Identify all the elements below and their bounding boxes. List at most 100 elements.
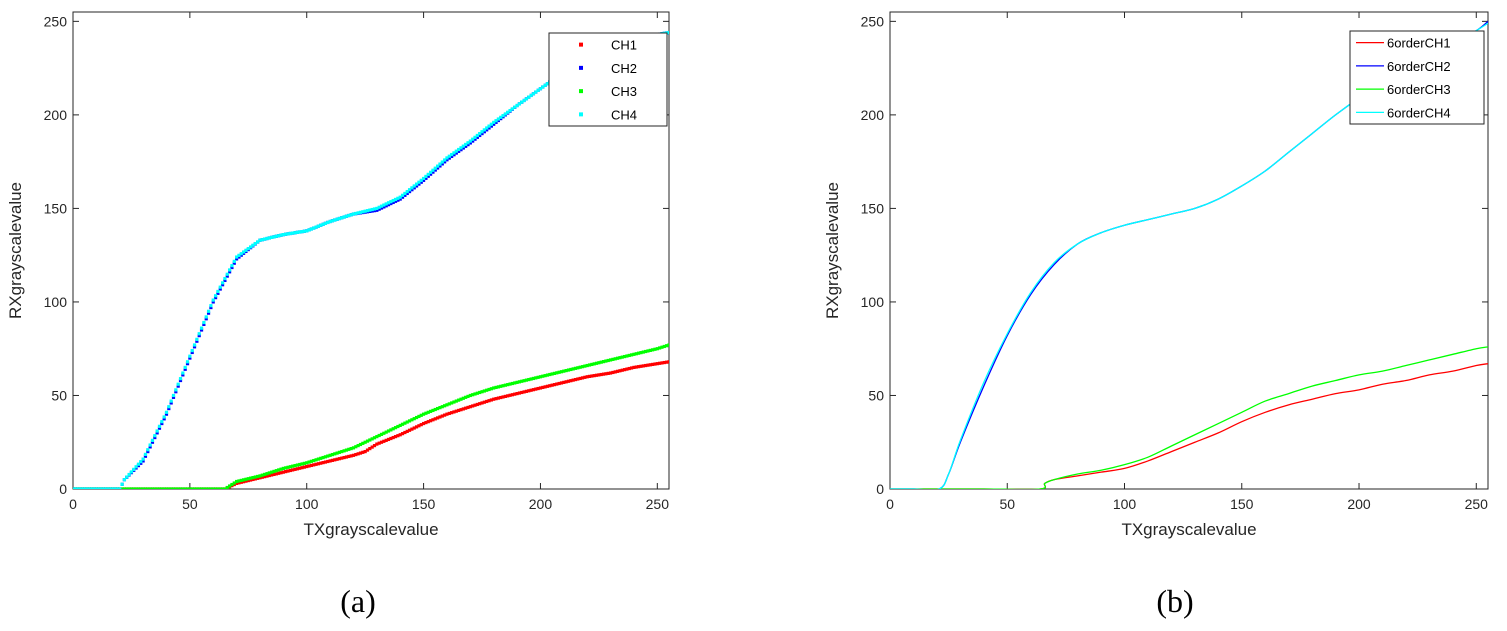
data-point: [468, 141, 472, 145]
y-tick-label: 0: [59, 481, 67, 497]
data-point: [279, 471, 283, 475]
data-point: [506, 110, 510, 114]
data-point: [538, 87, 543, 91]
data-point: [143, 452, 148, 456]
y-tick-label: 250: [44, 13, 68, 29]
data-point: [192, 487, 197, 489]
data-point: [601, 372, 606, 376]
data-point: [499, 395, 503, 400]
data-point: [531, 388, 536, 392]
data-point: [552, 371, 557, 375]
data-point: [230, 264, 234, 268]
data-point: [146, 449, 150, 454]
data-point: [171, 487, 176, 489]
data-point: [396, 196, 400, 200]
data-point: [426, 174, 430, 178]
data-point: [384, 438, 388, 442]
data-point: [216, 291, 220, 295]
data-point: [349, 446, 353, 451]
data-point: [429, 172, 433, 176]
data-point: [94, 487, 98, 489]
data-point: [361, 441, 365, 445]
data-point: [251, 477, 255, 482]
data-point: [611, 370, 615, 375]
data-point: [393, 197, 398, 202]
data-point: [258, 474, 262, 478]
data-point: [632, 365, 636, 370]
data-point: [270, 470, 274, 474]
data-point: [143, 454, 148, 458]
x-tick-label: 100: [1113, 496, 1137, 512]
data-point: [272, 235, 276, 239]
data-point: [443, 160, 447, 164]
data-point: [195, 337, 199, 341]
data-point: [206, 309, 211, 313]
data-point: [487, 387, 491, 392]
data-point: [246, 477, 250, 481]
data-point: [548, 384, 552, 388]
data-point: [419, 180, 423, 184]
data-point: [494, 397, 498, 401]
data-point: [365, 448, 370, 452]
data-point: [162, 415, 166, 419]
data-point: [393, 435, 398, 439]
data-point: [326, 220, 330, 225]
data-point: [482, 128, 486, 132]
data-point: [370, 445, 374, 449]
data-point: [351, 446, 356, 450]
data-point: [524, 97, 529, 101]
x-tick-label: 200: [529, 496, 553, 512]
data-point: [398, 197, 402, 201]
data-point: [503, 112, 507, 116]
data-point: [545, 373, 550, 377]
data-point: [302, 465, 306, 469]
data-point: [599, 372, 603, 377]
data-point: [328, 219, 332, 224]
data-point: [552, 383, 557, 387]
data-point: [127, 472, 131, 477]
data-point: [400, 422, 405, 426]
data-point: [606, 371, 610, 375]
data-point: [531, 92, 536, 96]
data-point: [545, 82, 550, 86]
data-point: [522, 98, 526, 103]
x-tick-label: 250: [1465, 496, 1489, 512]
data-point: [391, 200, 395, 205]
data-point: [522, 390, 526, 394]
data-point: [473, 137, 477, 141]
data-point: [485, 388, 489, 392]
data-point: [375, 208, 379, 212]
data-point: [468, 405, 472, 409]
data-point: [487, 399, 491, 403]
legend-box: [548, 32, 668, 127]
data-point: [613, 370, 617, 374]
data-point: [403, 421, 407, 425]
data-point: [541, 374, 545, 378]
data-point: [400, 193, 405, 197]
data-point: [256, 476, 260, 480]
data-point: [153, 487, 157, 489]
data-point: [564, 380, 568, 384]
data-point: [129, 470, 134, 474]
data-point: [562, 380, 566, 384]
data-point: [421, 412, 426, 416]
data-point: [407, 419, 412, 423]
data-point: [379, 440, 384, 444]
legend-entry-label: 6orderCH3: [1387, 82, 1451, 97]
data-point: [555, 382, 559, 386]
data-point: [489, 124, 493, 128]
data-point: [298, 462, 302, 467]
data-point: [377, 441, 381, 445]
data-point: [464, 144, 468, 148]
data-point: [178, 378, 183, 383]
data-point: [328, 459, 332, 463]
data-point: [471, 404, 475, 408]
data-point: [321, 455, 325, 460]
data-point: [235, 481, 239, 485]
data-point: [466, 143, 470, 147]
data-point: [646, 349, 650, 353]
data-point: [342, 215, 346, 219]
data-point: [536, 88, 540, 92]
data-point: [515, 380, 519, 384]
data-point: [641, 364, 645, 368]
